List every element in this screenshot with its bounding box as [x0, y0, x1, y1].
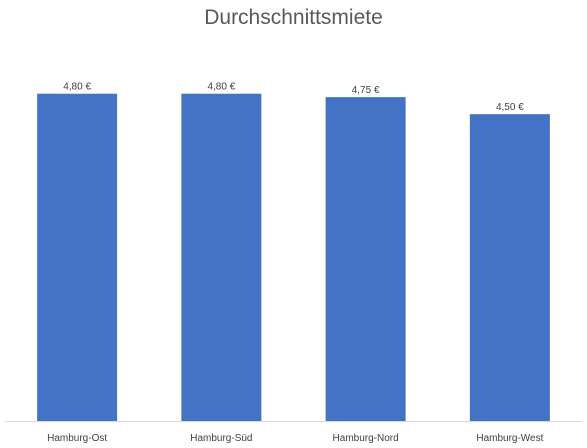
bar-3 [325, 97, 406, 422]
data-label-4: 4,50 € [496, 102, 524, 113]
category-tick-label-1: Hamburg-Ost [47, 433, 107, 444]
data-label-3: 4,75 € [352, 85, 380, 96]
bar-4 [469, 114, 550, 421]
data-labels-layer: 4,80 € 4,80 € 4,75 € 4,50 € [63, 82, 524, 113]
bar-2 [181, 93, 262, 422]
chart-title: Durchschnittsmiete [204, 6, 383, 29]
bar-1 [37, 93, 118, 422]
category-tick-labels-layer: Hamburg-Ost Hamburg-Süd Hamburg-Nord Hambur… [47, 433, 544, 444]
data-label-2: 4,80 € [207, 82, 235, 93]
category-tick-label-3: Hamburg-Nord [333, 433, 399, 444]
category-tick-label-4: Hamburg-West [476, 433, 543, 444]
category-tick-label-2: Hamburg-Süd [190, 433, 252, 444]
bars-layer [37, 93, 550, 422]
data-label-1: 4,80 € [63, 82, 91, 93]
